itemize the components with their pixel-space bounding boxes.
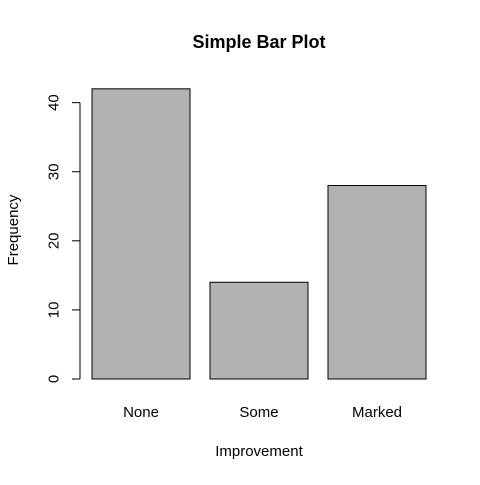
x-tick-label: Some (239, 404, 278, 421)
y-tick-label: 30 (46, 163, 63, 180)
bar-some (209, 281, 309, 380)
bars-group (91, 88, 427, 380)
y-tick-label: 40 (46, 94, 63, 111)
y-tick-label: 0 (46, 375, 63, 383)
y-tick-label: 10 (46, 302, 63, 319)
bar-none (91, 88, 191, 380)
bar-marked (327, 185, 427, 380)
y-axis: 0 10 20 30 40 (46, 94, 81, 383)
x-tick-label: None (123, 404, 159, 421)
y-axis-label: Frequency (5, 194, 22, 265)
chart-title: Simple Bar Plot (192, 32, 325, 52)
x-tick-label: Marked (352, 404, 402, 421)
x-axis-tick-labels: None Some Marked (123, 404, 402, 421)
y-tick-label: 20 (46, 232, 63, 249)
x-axis-label: Improvement (215, 443, 303, 460)
